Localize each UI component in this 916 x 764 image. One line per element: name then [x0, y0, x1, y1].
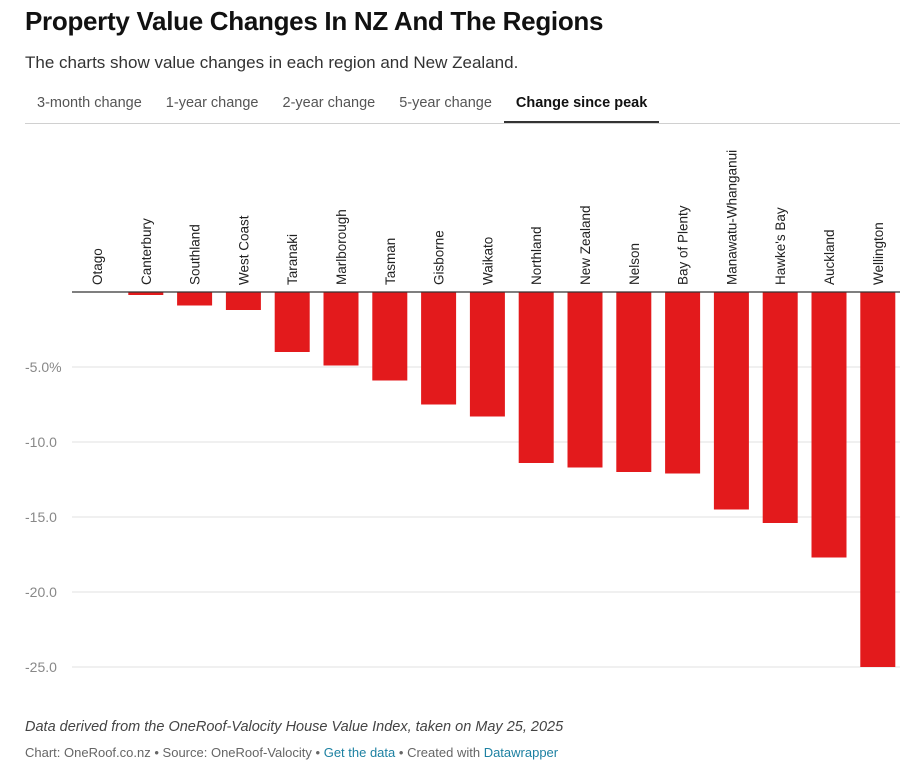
bar [860, 292, 896, 667]
category-label: Southland [188, 224, 203, 285]
category-label: Nelson [627, 243, 642, 285]
chart-title: Property Value Changes In NZ And The Reg… [25, 6, 604, 36]
category-label: New Zealand [578, 205, 593, 285]
separator-dot: • [154, 745, 159, 760]
category-label: Wellington [871, 222, 886, 285]
category-label: Manawatu-Whanganui [724, 150, 739, 285]
bar [128, 292, 164, 295]
bar [518, 292, 554, 463]
category-label: Canterbury [139, 218, 154, 285]
y-tick-label: -5.0% [25, 359, 62, 375]
data-note: Data derived from the OneRoof-Valocity H… [25, 719, 564, 735]
category-label: Otago [90, 248, 105, 285]
get-the-data-link[interactable]: Get the data [323, 745, 396, 760]
bar [665, 292, 701, 474]
bar [469, 292, 505, 417]
category-label: Tasman [383, 238, 398, 285]
datawrapper-link[interactable]: Datawrapper [483, 745, 559, 760]
separator-dot: • [398, 745, 404, 760]
category-label: Bay of Plenty [676, 205, 691, 285]
bar [616, 292, 652, 472]
bar [225, 292, 261, 310]
category-label: Hawke's Bay [773, 207, 788, 285]
category-label: West Coast [236, 215, 251, 285]
y-tick-label: -25.0 [25, 659, 57, 675]
bar [811, 292, 847, 558]
category-label: Taranaki [285, 234, 300, 285]
source-credit: Source: OneRoof-Valocity [162, 745, 312, 760]
y-tick-label: -15.0 [25, 509, 57, 525]
category-label: Northland [529, 226, 544, 285]
tab-bar: 3-month change 1-year change 2-year chan… [25, 88, 900, 124]
tab-change-since-peak[interactable]: Change since peak [503, 88, 660, 123]
category-label: Marlborough [334, 209, 349, 285]
chart-credit: Chart: OneRoof.co.nz [25, 745, 151, 760]
tab-5-year-change[interactable]: 5-year change [399, 95, 492, 111]
bar [177, 292, 213, 306]
bar-chart: -5.0% -10.0 -15.0 -20.0 -25.0 Otago Canterbury… [25, 150, 900, 675]
bar [372, 292, 408, 381]
bar [274, 292, 310, 352]
bar [323, 292, 359, 366]
y-tick-label: -10.0 [25, 434, 57, 450]
bar [421, 292, 457, 405]
bar [567, 292, 603, 468]
tab-2-year-change[interactable]: 2-year change [282, 95, 376, 111]
category-label: Waikato [480, 237, 495, 285]
category-label: Gisborne [432, 230, 447, 285]
bar [713, 292, 749, 510]
tab-1-year-change[interactable]: 1-year change [165, 95, 259, 111]
separator-dot: • [315, 745, 321, 760]
chart-subtitle: The charts show value changes in each re… [25, 53, 519, 72]
category-label: Auckland [822, 229, 837, 285]
created-with-text: Created with [407, 745, 481, 760]
tab-3-month-change[interactable]: 3-month change [37, 95, 142, 111]
credits-line: Chart: OneRoof.co.nz • Source: OneRoof-V… [25, 745, 558, 760]
bar [762, 292, 798, 523]
y-tick-label: -20.0 [25, 584, 57, 600]
